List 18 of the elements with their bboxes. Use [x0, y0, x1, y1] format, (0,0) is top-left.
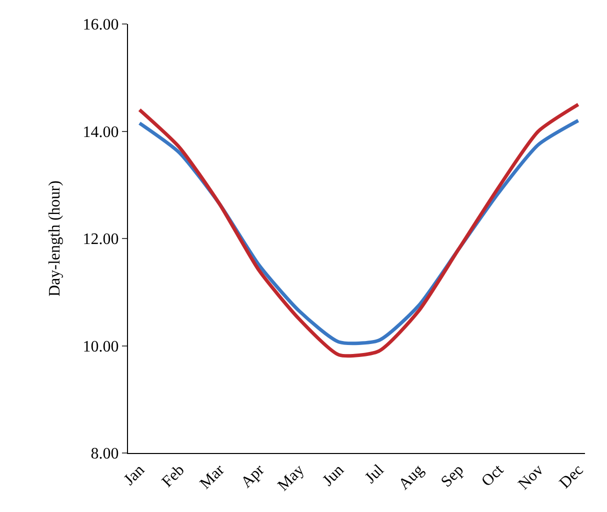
y-tick-label: 10.00: [82, 338, 119, 356]
y-tick-label: 14.00: [82, 124, 119, 141]
y-tick-label: 16.00: [82, 16, 119, 34]
y-axis-title: Day-length (hour): [46, 180, 64, 296]
y-tick-label: 12.00: [82, 231, 119, 248]
x-tick-label: Jul: [362, 461, 388, 487]
x-tick-label: Feb: [158, 462, 188, 491]
x-tick-label: Jan: [120, 462, 148, 489]
x-tick-label: Sep: [438, 462, 468, 491]
x-tick-label: Apr: [238, 461, 268, 492]
x-tick-label: Oct: [478, 461, 508, 490]
x-tick-label: Jun: [320, 462, 348, 490]
x-tick-label: Mar: [196, 461, 228, 493]
x-tick-label: Aug: [396, 462, 428, 494]
x-tick-label: May: [274, 462, 308, 494]
x-tick-label: Nov: [515, 462, 547, 494]
x-tick-label: Dec: [556, 462, 587, 492]
y-tick-label: 8.00: [90, 446, 119, 463]
